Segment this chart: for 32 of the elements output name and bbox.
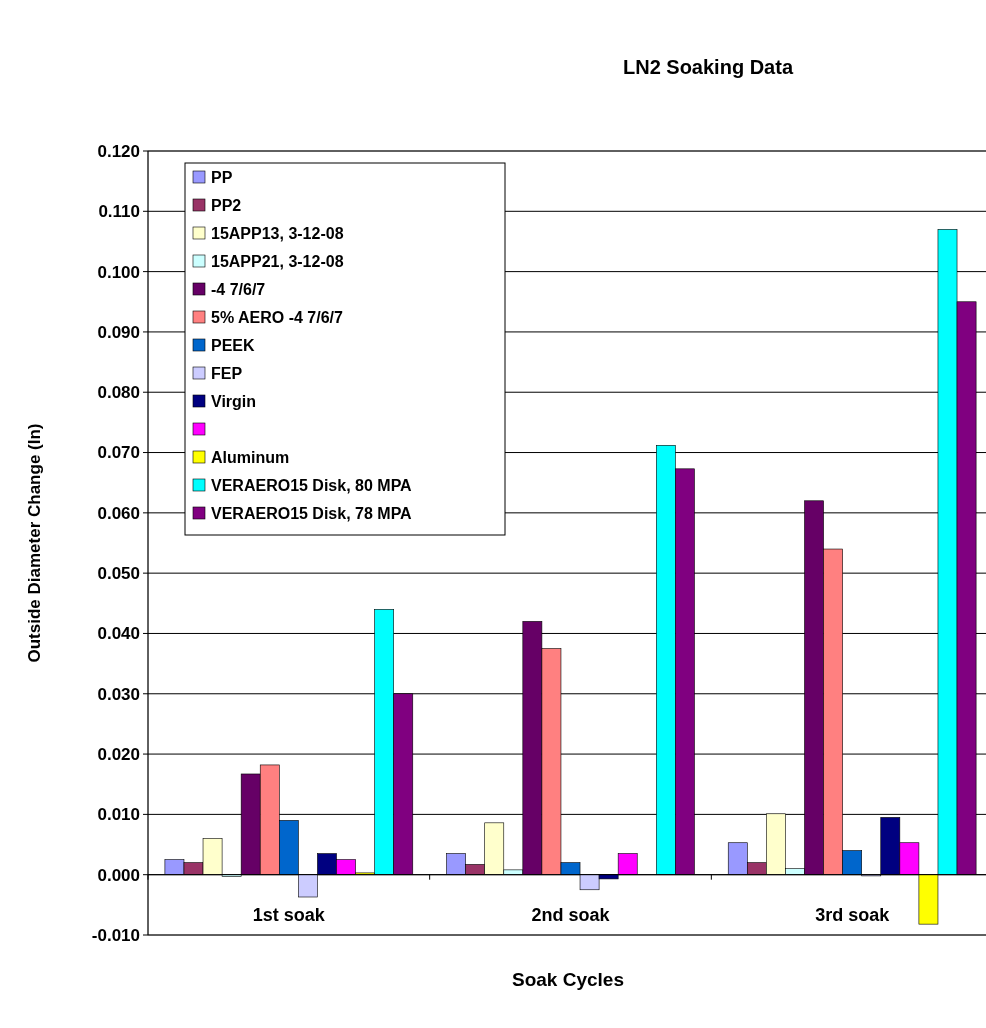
legend-label: PEEK bbox=[211, 336, 256, 354]
y-tick-label: 0.070 bbox=[97, 443, 140, 463]
y-tick-label: 0.110 bbox=[98, 202, 140, 222]
legend-label: 5% AERO -4 7/6/7 bbox=[211, 308, 344, 326]
y-tick-label: 0.040 bbox=[97, 624, 140, 644]
y-tick-label: 0.090 bbox=[97, 322, 140, 342]
legend-label: 15APP13, 3-12-08 bbox=[211, 224, 344, 242]
x-tick-label: 2nd soak bbox=[531, 905, 611, 925]
y-tick-label: 0.120 bbox=[97, 141, 140, 161]
x-axis-title: Soak Cycles bbox=[512, 969, 624, 990]
y-tick-label: -0.010 bbox=[91, 925, 140, 945]
legend-label: PP bbox=[211, 168, 233, 186]
y-tick-label: 0.080 bbox=[97, 383, 140, 403]
legend-label: VERAERO15 Disk, 78 MPA bbox=[211, 504, 413, 522]
x-tick-label: 1st soak bbox=[252, 905, 326, 925]
legend-label: PP2 bbox=[211, 196, 242, 214]
y-tick-label: 0.020 bbox=[97, 745, 140, 765]
y-axis-title: Outside Diameter Change (In) bbox=[25, 423, 44, 663]
legend-label: Aluminum bbox=[211, 448, 290, 466]
legend-label: FEP bbox=[211, 364, 243, 382]
y-tick-label: 0.000 bbox=[97, 865, 140, 885]
y-tick-label: 0.010 bbox=[97, 805, 140, 825]
legend-label: 15APP21, 3-12-08 bbox=[211, 252, 344, 270]
y-tick-label: 0.050 bbox=[97, 564, 140, 584]
legend-label: Virgin bbox=[211, 392, 257, 410]
x-tick-label: 3rd soak bbox=[815, 905, 891, 925]
chart-title: LN2 Soaking Data bbox=[622, 56, 794, 78]
legend-label: -4 7/6/7 bbox=[211, 280, 266, 298]
y-tick-label: 0.060 bbox=[97, 503, 140, 523]
y-tick-label: 0.100 bbox=[97, 262, 140, 282]
y-tick-label: 0.030 bbox=[97, 684, 140, 704]
legend-label: VERAERO15 Disk, 80 MPA bbox=[211, 476, 413, 494]
